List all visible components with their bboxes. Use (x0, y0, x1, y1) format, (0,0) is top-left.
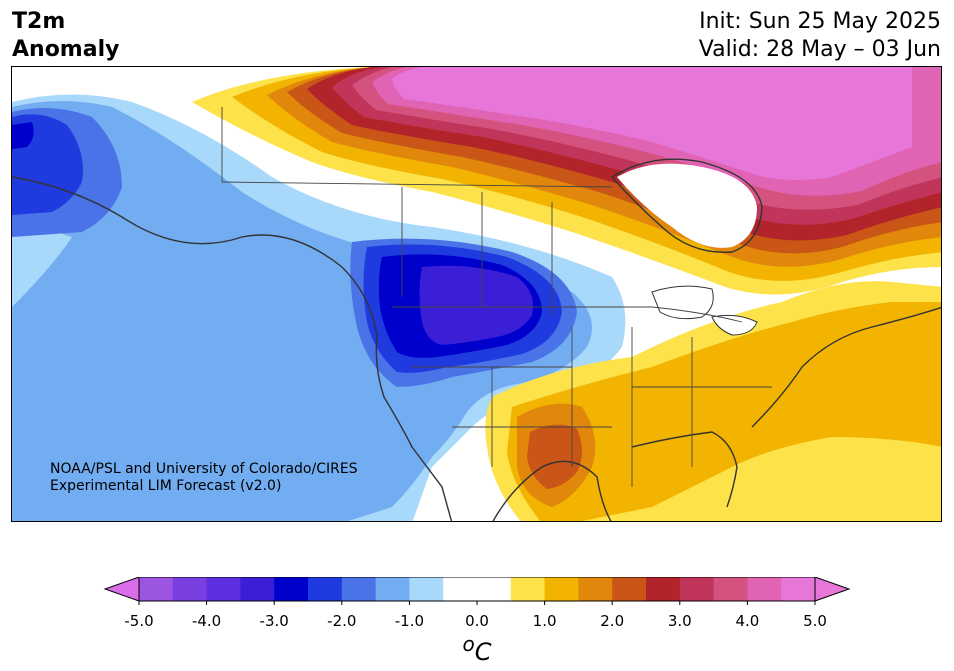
credit-line-1: NOAA/PSL and University of Colorado/CIRE… (50, 461, 358, 477)
colorbar-under-arrow (103, 577, 140, 602)
colorbar-bin (612, 577, 647, 601)
colorbar-unit-label: oC (462, 632, 491, 666)
colorbar-tick-label: -3.0 (259, 612, 289, 630)
init-date: Init: Sun 25 May 2025 (699, 9, 941, 34)
colorbar-tick-label: 5.0 (803, 612, 827, 630)
colorbar-tick-label: 4.0 (735, 612, 760, 630)
unit-sup: o (462, 632, 475, 656)
colorbar-swatches (103, 577, 851, 605)
colorbar-bin (578, 577, 613, 601)
map-panel: NOAA/PSL and University of Colorado/CIRE… (11, 66, 942, 522)
colorbar-tick-label: 0.0 (465, 612, 489, 630)
unit-base: C (474, 638, 492, 666)
colorbar-bin (308, 577, 343, 601)
title-line-2: Anomaly (12, 37, 120, 62)
colorbar-tick-label: 3.0 (667, 612, 692, 630)
credit-line-2: Experimental LIM Forecast (v2.0) (50, 478, 282, 494)
colorbar-tick-label: -4.0 (191, 612, 222, 630)
warm-anomaly-south (485, 281, 941, 521)
colorbar-bin (409, 577, 444, 601)
colorbar-tick-label: 2.0 (600, 612, 625, 630)
cool-anomaly-west (12, 94, 626, 521)
colorbar-tick-label: 1.0 (532, 612, 557, 630)
colorbar-bin (206, 577, 241, 601)
colorbar-bin (443, 577, 512, 601)
title-line-1: T2m (12, 9, 66, 34)
political-borders (221, 107, 772, 487)
colorbar-bin (713, 577, 748, 601)
colorbar-bin (341, 577, 377, 601)
colorbar-bin (646, 577, 681, 601)
colorbar-bin (544, 577, 579, 601)
colorbar-bin (375, 577, 410, 601)
great-lakes (651, 285, 758, 336)
colorbar-tick-label: -5.0 (124, 612, 154, 630)
colorbar-bin (747, 577, 782, 601)
map-credit: NOAA/PSL and University of Colorado/CIRE… (50, 461, 358, 495)
colorbar-tick-label: -1.0 (394, 612, 425, 630)
forecast-dates: Init: Sun 25 May 2025 Valid: 28 May – 03… (699, 8, 941, 64)
colorbar-over-arrow (814, 577, 851, 602)
warm-anomaly-north (192, 67, 941, 295)
colorbar-bin (679, 577, 715, 601)
colorbar-bin (139, 577, 174, 601)
colorbar-bin (781, 577, 816, 601)
anomaly-map (12, 67, 941, 521)
map-title: T2m Anomaly (12, 8, 119, 64)
colorbar-bin (510, 577, 546, 601)
colorbar-tick-label: -2.0 (327, 612, 357, 630)
coastlines (12, 158, 941, 521)
colorbar (0, 570, 954, 670)
colorbar-bin (172, 577, 208, 601)
valid-date: Valid: 28 May – 03 Jun (698, 37, 941, 62)
colorbar-bin (240, 577, 275, 601)
colorbar-bin (274, 577, 309, 601)
